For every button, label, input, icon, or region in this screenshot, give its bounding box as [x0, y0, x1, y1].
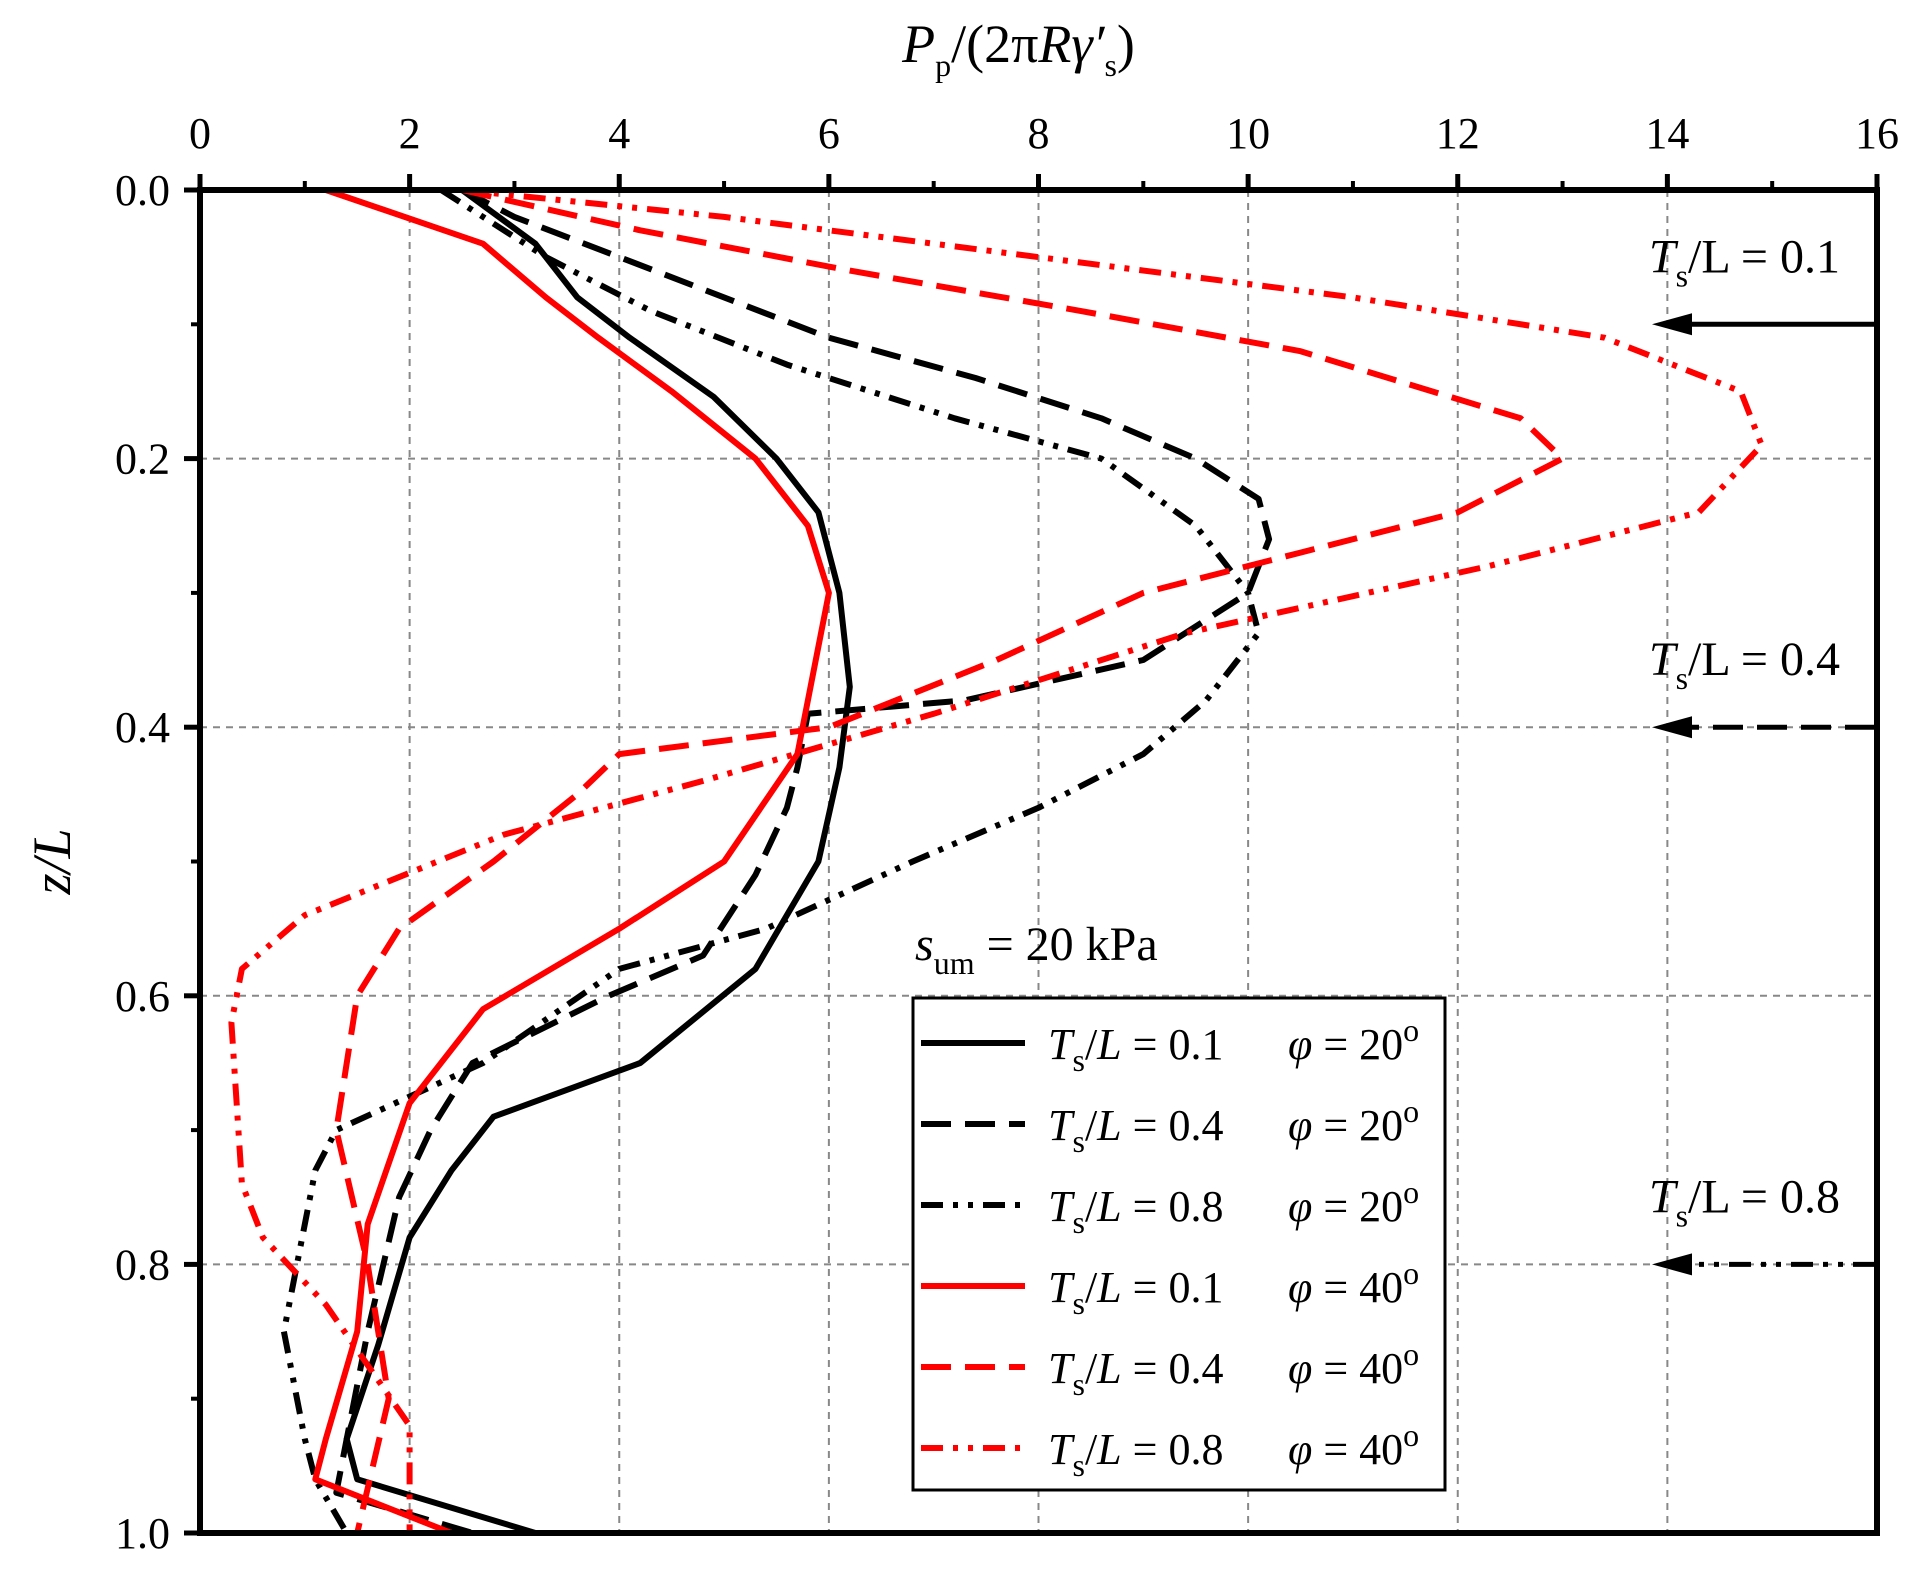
x-tick-label: 10 — [1226, 109, 1270, 158]
axis-layer: 0 2 4 6 8 10 12 14 16 0.0 0.2 0.4 0.6 0.8 1.0 Pp/(2πRγ′… — [22, 14, 1899, 1558]
x-axis-title: Pp/(2πRγ′s) — [901, 14, 1135, 83]
legend-entry-4: Ts/L = 0.4 — [1048, 1344, 1223, 1402]
series-line-5 — [228, 187, 1765, 1533]
series-line-3 — [312, 187, 832, 1536]
y-tick-label: 0.0 — [115, 166, 170, 215]
arrow-label-0: Ts/L = 0.1 — [1649, 230, 1840, 293]
x-tick-label: 8 — [1028, 109, 1050, 158]
arrow-head-0 — [1652, 313, 1692, 336]
legend-box — [911, 996, 1447, 1492]
legend-entry-3: Ts/L = 0.1 — [1048, 1263, 1223, 1321]
y-axis-title: z/L — [22, 828, 82, 895]
series-line-4 — [333, 187, 1566, 1534]
arrow-label-2: Ts/L = 0.8 — [1649, 1170, 1840, 1233]
x-tick-label: 14 — [1645, 109, 1689, 158]
legend-phi-5: φ = 40o — [1288, 1417, 1419, 1474]
y-tick-label: 0.2 — [115, 435, 170, 484]
legend-entry-0: Ts/L = 0.1 — [1048, 1020, 1223, 1078]
legend-phi-3: φ = 40o — [1288, 1255, 1419, 1312]
series-layer — [228, 187, 1765, 1536]
legend-phi-0: φ = 20o — [1288, 1012, 1419, 1069]
x-tick-label: 2 — [399, 109, 421, 158]
x-tick-label: 0 — [189, 109, 211, 158]
legend: Ts/L = 0.1 φ = 20o Ts/L = 0.4 φ = 20o Ts/L =… — [911, 996, 1447, 1492]
annotation-sum: sum = 20 kPa — [915, 918, 1158, 981]
legend-phi-2: φ = 20o — [1288, 1174, 1419, 1231]
annotation-layer: sum = 20 kPa Ts/L = 0.1 Ts/L = 0.4 Ts/L = 0… — [915, 230, 1875, 1276]
series-line-2 — [280, 187, 1262, 1535]
legend-phi-4: φ = 40o — [1288, 1336, 1419, 1393]
y-tick-label: 1.0 — [115, 1509, 170, 1558]
series-line-0 — [343, 187, 853, 1536]
y-tick-label: 0.8 — [115, 1240, 170, 1289]
arrow-label-1: Ts/L = 0.4 — [1649, 633, 1840, 696]
y-tick-label: 0.6 — [115, 972, 170, 1021]
legend-phi-1: φ = 20o — [1288, 1093, 1419, 1150]
x-tick-label: 6 — [818, 109, 840, 158]
x-tick-label: 16 — [1855, 109, 1899, 158]
x-tick-label: 4 — [608, 109, 630, 158]
arrow-head-1 — [1652, 716, 1692, 739]
legend-entry-5: Ts/L = 0.8 — [1048, 1425, 1223, 1483]
x-tick-label: 12 — [1436, 109, 1480, 158]
y-tick-label: 0.4 — [115, 703, 170, 752]
legend-entry-2: Ts/L = 0.8 — [1048, 1182, 1223, 1240]
legend-entry-1: Ts/L = 0.4 — [1048, 1101, 1223, 1159]
arrow-head-2 — [1652, 1253, 1692, 1276]
